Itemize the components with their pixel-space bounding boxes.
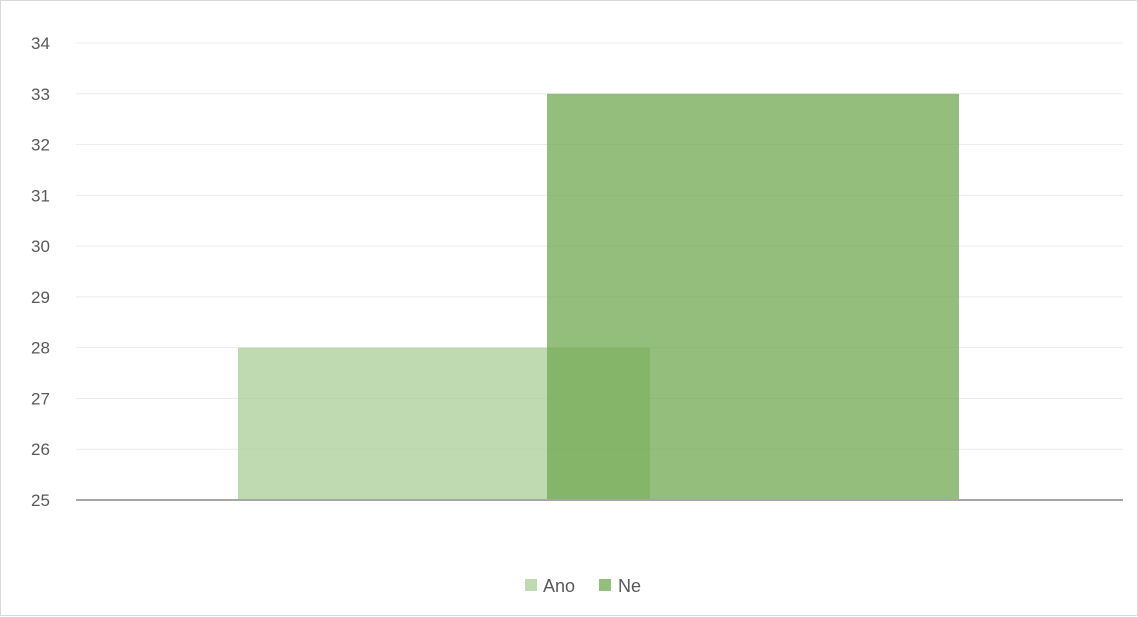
y-tick-label-25: 25 [31,491,50,510]
legend-label-ano: Ano [543,576,575,596]
legend-swatch-ano [525,579,537,591]
y-tick-label-27: 27 [31,389,50,408]
legend-label-ne: Ne [618,576,641,596]
y-tick-label-31: 31 [31,186,50,205]
bar-ne [547,93,959,501]
y-tick-label-28: 28 [31,339,50,358]
y-tick-label-32: 32 [31,136,50,155]
y-tick-label-26: 26 [31,440,50,459]
y-axis-tick-labels: 25 26 27 28 29 30 31 32 33 34 [31,34,50,510]
y-tick-label-29: 29 [31,288,50,307]
legend: Ano Ne [525,576,641,596]
bars [238,93,959,501]
y-tick-label-33: 33 [31,85,50,104]
legend-swatch-ne [599,579,611,591]
y-tick-label-34: 34 [31,34,50,53]
y-tick-label-30: 30 [31,237,50,256]
